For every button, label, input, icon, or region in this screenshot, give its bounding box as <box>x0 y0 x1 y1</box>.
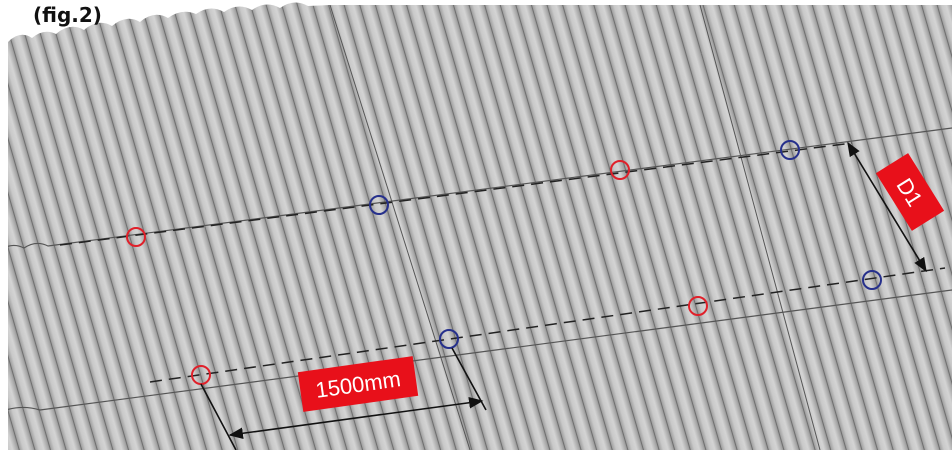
spacing-label: 1500mm <box>297 356 419 412</box>
fixing-points <box>126 140 882 385</box>
fixing-line <box>149 267 946 383</box>
blue-fixing <box>780 140 800 160</box>
red-fixing <box>688 296 708 316</box>
blue-fixing <box>439 329 459 349</box>
dimension-arrow <box>228 397 484 439</box>
dimension-arrow <box>847 141 927 273</box>
blue-fixing <box>369 195 389 215</box>
distance-label: D1 <box>875 153 945 231</box>
sheet-joint <box>699 4 821 450</box>
label-box <box>297 356 419 412</box>
fixing-lines <box>59 142 946 383</box>
extension-line <box>200 383 237 450</box>
red-fixing <box>610 160 630 180</box>
red-fixing <box>126 227 146 247</box>
sheet-joint <box>329 4 471 450</box>
label-box <box>875 153 945 231</box>
sheet-overlap <box>8 127 952 251</box>
fixing-line <box>59 142 853 246</box>
figure-label: (fig.2) <box>33 3 102 27</box>
dimension-lines <box>200 141 927 450</box>
sheet-overlap <box>8 289 952 413</box>
